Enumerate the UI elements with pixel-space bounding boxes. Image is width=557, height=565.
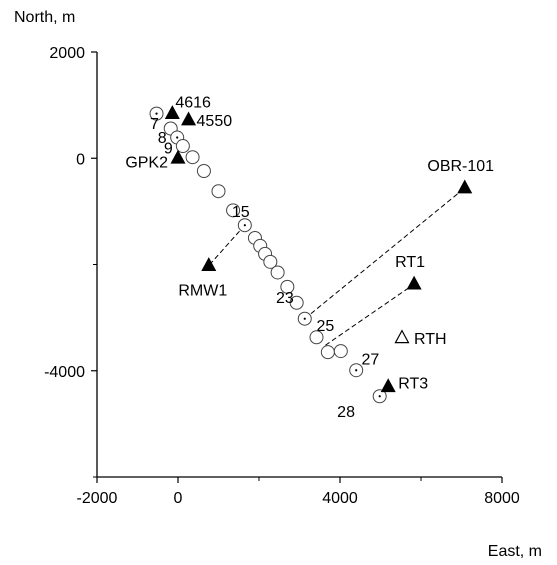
station-label: RMW1 xyxy=(178,283,227,300)
well-circle xyxy=(196,164,211,178)
station-triangle xyxy=(170,149,186,164)
station-label: GPK2 xyxy=(125,154,168,171)
station-triangle xyxy=(457,179,473,194)
well-label: 27 xyxy=(361,352,379,369)
y-tick-label: -4000 xyxy=(44,364,85,381)
x-tick-label: 0 xyxy=(174,490,183,507)
well-circle xyxy=(175,139,190,154)
well-label: 7 xyxy=(150,116,159,133)
x-tick-label: 8000 xyxy=(484,490,520,507)
well-circle-dot xyxy=(176,136,179,139)
well-circle-dot xyxy=(355,369,358,372)
well-circle-dot xyxy=(303,317,306,320)
x-axis-label: East, m xyxy=(488,543,542,560)
well-circle xyxy=(309,330,324,345)
well-circle xyxy=(263,254,278,269)
well-circle xyxy=(289,295,304,310)
station-label: OBR-101 xyxy=(427,158,494,175)
well-circle xyxy=(320,345,335,360)
y-tick-label: 2000 xyxy=(49,45,85,62)
x-tick-label: -2000 xyxy=(77,490,118,507)
well-circle xyxy=(333,344,348,359)
station-triangle xyxy=(406,275,422,290)
well-circle xyxy=(211,184,226,199)
station-label: 4616 xyxy=(175,95,211,112)
station-label: RT1 xyxy=(395,254,425,271)
well-label: 15 xyxy=(232,204,250,221)
station-triangle xyxy=(164,105,180,120)
well-label: 25 xyxy=(317,318,335,335)
well-circle xyxy=(280,279,295,294)
y-axis-label: North, m xyxy=(14,9,75,26)
well-label: 23 xyxy=(276,290,294,307)
well-label: 8 xyxy=(158,130,167,147)
station-label: RTH xyxy=(414,331,447,348)
well-circle-dot xyxy=(243,224,246,227)
station-triangle xyxy=(394,329,410,344)
well-label: 28 xyxy=(337,404,355,421)
dashed-line xyxy=(208,224,246,266)
well-label: 9 xyxy=(164,141,173,158)
station-label: RT3 xyxy=(398,376,428,393)
well-circle xyxy=(185,150,200,165)
well-circle xyxy=(226,203,241,218)
x-tick-label: 4000 xyxy=(322,490,358,507)
dashed-line xyxy=(325,283,415,346)
station-triangle xyxy=(181,111,197,126)
y-tick-label: 0 xyxy=(76,151,85,168)
well-circle-dot xyxy=(155,112,158,115)
station-label: 4550 xyxy=(197,113,233,130)
well-circle-dot xyxy=(378,395,381,398)
station-triangle xyxy=(201,257,217,271)
station-triangle xyxy=(380,378,396,393)
well-circle xyxy=(270,265,285,280)
dashed-line xyxy=(304,187,466,320)
